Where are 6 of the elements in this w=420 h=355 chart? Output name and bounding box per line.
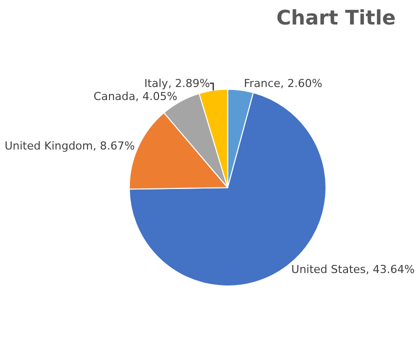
chart-title: Chart Title — [276, 6, 396, 30]
slice-label: Canada, 4.05% — [94, 90, 178, 103]
slice-label: United Kingdom, 8.67% — [4, 139, 135, 152]
slice-label: United States, 43.64% — [291, 262, 415, 276]
slice-label: France, 2.60% — [244, 77, 322, 90]
slice-label: Italy, 2.89% — [144, 76, 210, 90]
